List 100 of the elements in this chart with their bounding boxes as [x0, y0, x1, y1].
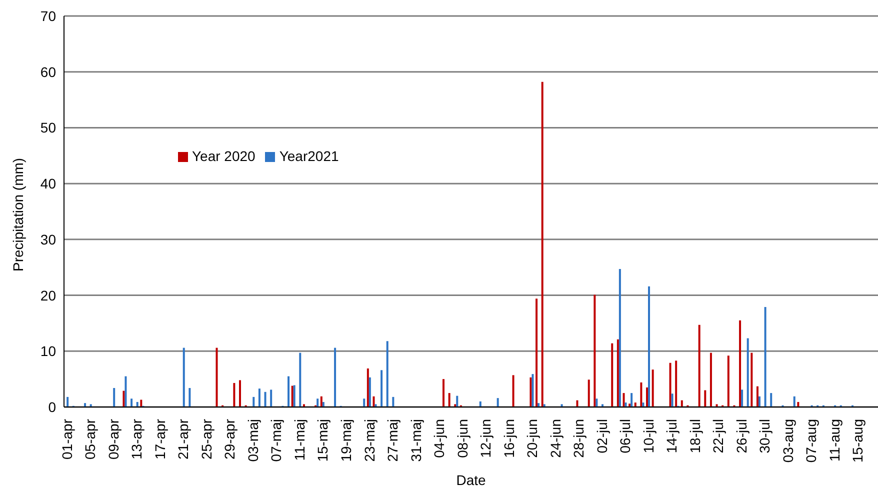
x-tick-label: 23-maj [361, 419, 378, 462]
bar [538, 403, 540, 407]
bar [616, 339, 619, 407]
bar [770, 393, 772, 407]
y-tick-label: 50 [40, 120, 56, 136]
x-tick-label: 16-jun [500, 419, 517, 458]
bar [239, 380, 242, 407]
x-tick-label: 11-aug [826, 419, 842, 462]
bar [288, 376, 290, 407]
x-tick-label: 28-jun [570, 419, 587, 458]
bar [560, 404, 563, 407]
bar [322, 402, 324, 407]
bar [233, 382, 236, 407]
y-axis-title: Precipitation (mm) [10, 158, 26, 272]
bar [750, 352, 753, 407]
bar [252, 396, 255, 407]
bar [640, 382, 642, 407]
x-tick-label: 29-apr [222, 418, 238, 460]
bar [671, 394, 674, 407]
bar [675, 360, 678, 407]
bar [320, 396, 322, 407]
x-tick-label: 17-apr [152, 418, 168, 460]
bar [704, 390, 706, 407]
x-axis-title: Date [456, 472, 486, 488]
bar [698, 324, 700, 407]
bar [448, 393, 450, 407]
x-tick-label: 03-maj [244, 419, 261, 462]
bar [727, 356, 730, 407]
bar [741, 390, 744, 407]
x-tick-label: 26-jul [733, 419, 750, 454]
y-tick-label: 60 [40, 64, 56, 80]
bar [646, 387, 648, 407]
bar [543, 404, 546, 407]
bar [596, 398, 598, 407]
bar [739, 320, 742, 407]
bar [648, 286, 650, 407]
bar [496, 398, 499, 407]
y-tick-label: 20 [40, 287, 56, 304]
bar [541, 82, 544, 407]
x-tick-label: 31-maj [408, 419, 424, 462]
bar [124, 376, 127, 407]
y-tick-label: 30 [40, 231, 56, 248]
x-tick-label: 01-apr [58, 418, 75, 460]
bar [594, 294, 596, 407]
x-tick-label: 06-jul [617, 419, 634, 454]
bar [258, 388, 260, 407]
x-tick-label: 04-jun [431, 419, 448, 458]
bar [622, 393, 625, 407]
y-tick-label: 40 [40, 176, 56, 192]
bar [710, 352, 712, 407]
bar [130, 398, 133, 407]
bar [746, 338, 749, 407]
bar [216, 348, 218, 407]
bar [363, 398, 366, 407]
x-tick-label: 14-jul [664, 419, 680, 454]
bar [530, 377, 532, 407]
x-tick-label: 12-jun [478, 419, 494, 458]
bar [756, 386, 758, 407]
bar [386, 341, 388, 407]
y-tick-label: 0 [48, 398, 56, 415]
x-tick-label: 07-maj [268, 419, 284, 462]
bar [793, 396, 796, 407]
bar [797, 402, 800, 407]
x-tick-label: 27-maj [384, 419, 401, 462]
bar [374, 404, 377, 407]
bar [512, 375, 514, 407]
bar [716, 404, 718, 407]
bar [456, 396, 458, 407]
bar [392, 396, 394, 407]
x-tick-label: 11-maj [291, 419, 308, 461]
bar [270, 390, 272, 407]
bar [66, 396, 69, 407]
x-tick-label: 30-jul [756, 419, 773, 454]
bar [302, 404, 305, 407]
bar [90, 404, 92, 407]
bar [264, 392, 266, 407]
bar [372, 396, 375, 407]
x-tick-label: 08-jun [454, 419, 470, 458]
legend-label: Year2021 [279, 148, 339, 164]
x-tick-label: 02-jul [594, 419, 610, 454]
x-tick-label: 25-apr [198, 418, 214, 460]
bar [618, 269, 621, 407]
x-tick-label: 15-aug [850, 419, 866, 463]
bar [454, 404, 456, 407]
x-tick-label: 18-jul [686, 419, 703, 454]
bar [368, 377, 371, 407]
x-tick-label: 21-apr [175, 418, 192, 460]
bar [532, 374, 534, 407]
bar [366, 368, 369, 407]
bar [84, 403, 86, 407]
x-tick-label: 13-apr [128, 418, 145, 460]
bar [601, 404, 604, 407]
bar [442, 379, 445, 407]
bar [299, 352, 302, 407]
bar [588, 380, 590, 407]
bar [764, 307, 766, 407]
x-tick-label: 09-apr [105, 418, 122, 460]
x-tick-label: 19-maj [338, 419, 354, 462]
bar [536, 298, 538, 407]
x-tick-label: 10-jul [640, 419, 656, 454]
